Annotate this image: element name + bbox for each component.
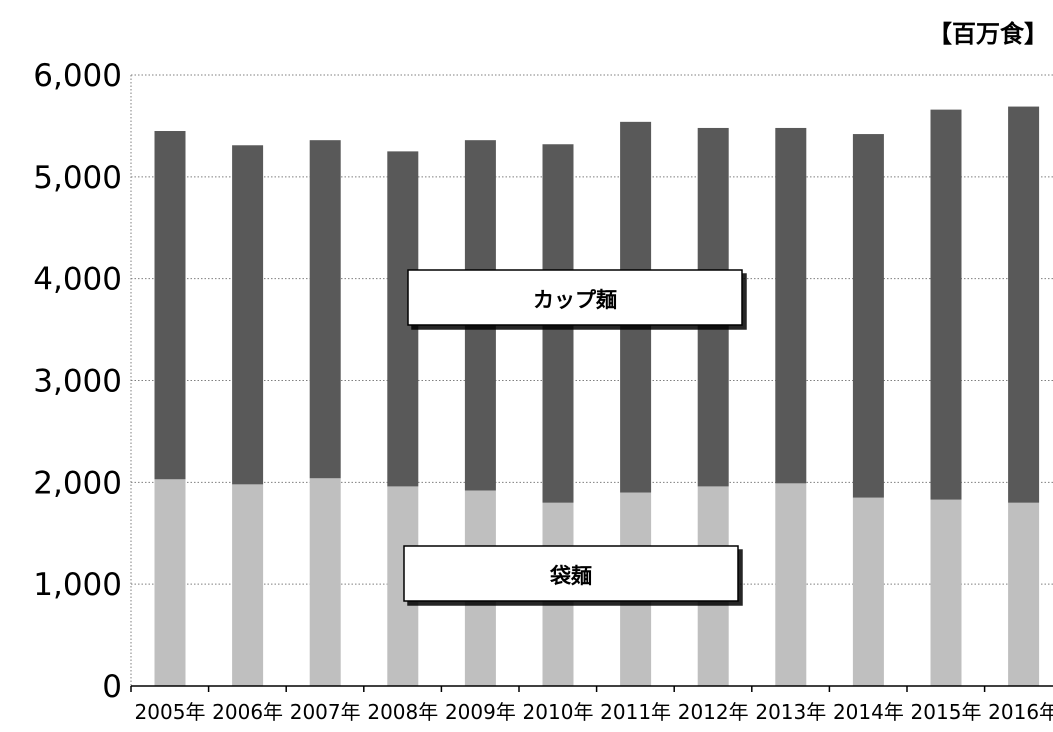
bar-bag-noodle — [775, 483, 807, 686]
unit-label: 【百万食】 — [928, 20, 1048, 48]
y-tick-label: 6,000 — [33, 58, 122, 94]
bar-cup-noodle — [309, 140, 341, 479]
x-tick-label: 2007年 — [290, 700, 361, 724]
bar-cup-noodle — [154, 131, 186, 480]
x-tick-label: 2013年 — [755, 700, 826, 724]
y-tick-label: 4,000 — [33, 262, 122, 298]
x-tick-label: 2016年 — [988, 700, 1053, 724]
x-tick-label: 2005年 — [135, 700, 206, 724]
annotation-cup-noodle-label: カップ麺 — [533, 288, 617, 312]
bar-cup-noodle — [852, 134, 884, 498]
annotation-bag-noodle: 袋麺 — [403, 545, 739, 602]
annotation-cup-noodle-box — [407, 269, 743, 326]
x-tick-label: 2011年 — [600, 700, 671, 724]
x-tick-label: 2006年 — [212, 700, 283, 724]
x-tick-label: 2015年 — [911, 700, 982, 724]
annotation-bag-noodle-box — [403, 545, 739, 602]
x-tick-label: 2009年 — [445, 700, 516, 724]
bar-bag-noodle — [309, 478, 341, 686]
y-tick-label: 5,000 — [33, 160, 122, 196]
bar-bag-noodle — [1008, 502, 1040, 686]
bar-cup-noodle — [775, 127, 807, 484]
bar-cup-noodle — [1008, 106, 1040, 503]
annotation-bag-noodle-label: 袋麺 — [549, 564, 592, 588]
y-tick-label: 3,000 — [33, 364, 122, 400]
bar-bag-noodle — [930, 499, 962, 686]
bar-bag-noodle — [154, 479, 186, 686]
y-axis: 0 1,000 2,000 3,000 4,000 5,000 6,000 — [33, 58, 132, 705]
x-tick-label: 2012年 — [678, 700, 749, 724]
x-tick-label: 2010年 — [523, 700, 594, 724]
x-tick-label: 2014年 — [833, 700, 904, 724]
y-tick-label: 0 — [102, 669, 122, 705]
bar-cup-noodle — [232, 145, 264, 485]
bars — [154, 106, 1040, 686]
x-tick-label: 2008年 — [367, 700, 438, 724]
bar-bag-noodle — [852, 497, 884, 686]
bar-bag-noodle — [232, 484, 264, 686]
y-tick-label: 1,000 — [33, 567, 122, 603]
y-tick-label: 2,000 — [33, 465, 122, 501]
grid-lines — [131, 74, 1053, 585]
x-axis: 2005年 2006年 2007年 2008年 2009年 2010年 2011年 2012年… — [130, 685, 1053, 724]
annotation-cup-noodle: カップ麺 — [407, 269, 743, 326]
bar-cup-noodle — [930, 109, 962, 500]
